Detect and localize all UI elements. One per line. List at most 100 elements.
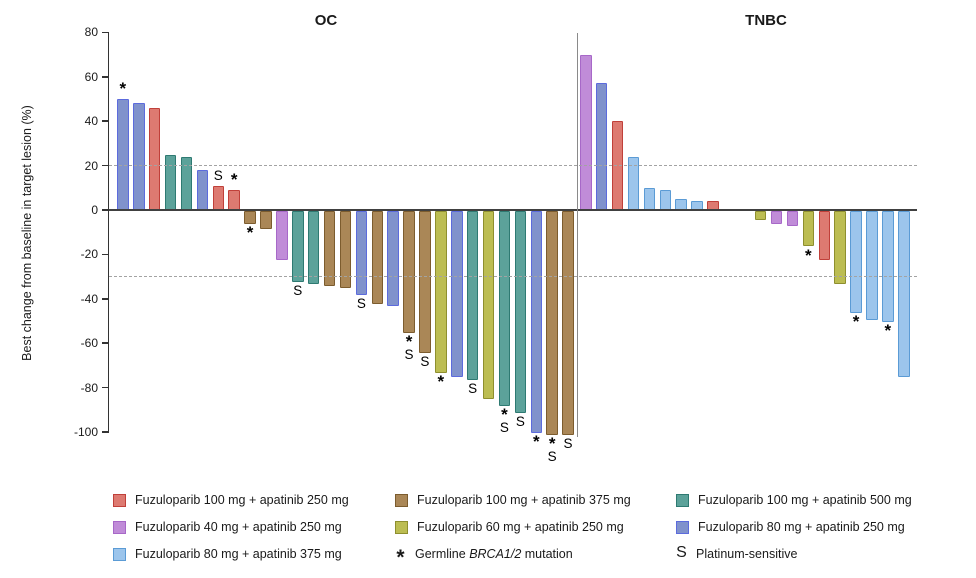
y-axis-line [107,31,109,433]
bar-oc-4 [164,154,177,210]
brca-asterisk-symbol: * [396,546,405,569]
brca-mutation-marker: * [532,432,540,451]
bar-oc-17 [371,210,383,305]
y-axis-tick [101,120,108,122]
legend-swatch-yellow [395,520,408,534]
brca-mutation-marker: * [437,372,445,392]
bar-oc-18 [387,210,399,307]
legend-swatch-purple [113,520,126,534]
platinum-sensitive-marker: S [547,448,557,464]
bar-oc-7 [212,185,224,210]
bar-tnbc-15 [802,210,815,247]
legend-swatch-blue [676,520,689,534]
bar-oc-26 [514,210,527,413]
y-axis-tick [101,298,108,300]
bar-tnbc-14 [786,210,799,227]
zero-baseline [109,209,917,211]
brca-mutation-marker: * [501,405,508,425]
legend-label: Germline BRCA1/2 mutation [415,547,573,561]
y-axis-tick-label: -20 [80,247,98,262]
y-axis-tick-label: 40 [84,114,98,129]
bar-oc-22 [451,210,463,378]
legend-label: Fuzuloparib 40 mg + apatinib 250 mg [135,520,342,534]
bar-tnbc-1 [580,54,592,210]
panel-divider [577,33,579,437]
y-axis-tick [101,76,108,78]
bar-tnbc-19 [866,210,878,320]
y-axis-tick [101,342,108,344]
bar-tnbc-16 [818,210,830,260]
bar-oc-29 [562,210,574,436]
y-axis-tick [101,431,108,433]
legend-item: S Platinum-sensitive [676,544,797,564]
bar-oc-28 [546,210,558,436]
platinum-sensitive-marker: S [404,346,414,362]
y-axis-tick [101,253,108,256]
legend-item: Fuzuloparib 60 mg + apatinib 250 mg [395,517,624,537]
y-axis-tick-label: -80 [80,380,98,395]
legend-label: Fuzuloparib 100 mg + apatinib 375 mg [417,493,631,507]
bar-tnbc-21 [898,210,910,378]
legend-swatch-red [113,493,126,507]
bar-oc-9 [244,210,256,225]
bar-oc-14 [323,210,336,287]
panel-title-oc: OC [314,12,338,29]
bar-tnbc-12 [754,210,767,220]
bar-oc-12 [292,210,304,282]
legend-label: Fuzuloparib 100 mg + apatinib 500 mg [698,493,912,507]
legend-item: Fuzuloparib 100 mg + apatinib 250 mg [113,490,349,510]
bar-oc-20 [419,210,431,353]
brca-mutation-marker: * [405,332,413,352]
brca-mutation-marker: * [548,434,556,454]
bar-oc-10 [260,210,272,229]
y-axis-tick [101,164,108,167]
bar-oc-8 [228,190,240,210]
platinum-sensitive-marker: S [293,283,303,299]
legend-item: Fuzuloparib 100 mg + apatinib 500 mg [676,490,912,510]
bar-tnbc-18 [850,210,862,313]
brca-mutation-marker: * [852,312,860,332]
platinum-sensitive-marker: S [499,419,509,435]
legend-swatch-brown [395,493,408,507]
bar-oc-24 [482,210,495,400]
legend-item: * Germline BRCA1/2 mutation [395,544,573,569]
y-axis-tick-label: 20 [84,158,98,173]
bar-oc-1 [117,99,129,210]
platinum-sensitive-marker: S [420,354,430,370]
platinum-sensitive-marker: S [356,296,366,312]
bar-oc-27 [530,210,542,433]
platinum-s-symbol: S [676,544,687,561]
bar-oc-19 [403,210,415,333]
panel-title-tnbc: TNBC [745,12,787,29]
bar-tnbc-6 [659,190,671,210]
bar-oc-16 [355,210,368,296]
legend-item: Fuzuloparib 100 mg + apatinib 375 mg [395,490,631,510]
threshold-line-plus20 [109,164,917,166]
legend-label: Fuzuloparib 60 mg + apatinib 250 mg [417,520,624,534]
brca-mutation-marker: * [119,79,127,98]
bar-oc-25 [498,210,511,407]
bar-oc-21 [435,210,447,373]
platinum-sensitive-marker: S [468,380,478,396]
y-axis-tick [101,386,108,389]
bar-tnbc-5 [643,187,656,210]
legend-label: Fuzuloparib 100 mg + apatinib 250 mg [135,493,349,507]
bar-oc-23 [466,210,479,380]
platinum-sensitive-marker: S [563,436,573,452]
y-axis-title: Best change from baseline in target lesi… [20,105,34,361]
brca-mutation-marker: * [230,170,238,190]
y-axis-tick [101,31,108,34]
y-axis-tick-label: 80 [84,25,98,40]
brca-mutation-marker: * [805,245,812,265]
legend-item: Fuzuloparib 40 mg + apatinib 250 mg [113,517,342,537]
legend: Fuzuloparib 100 mg + apatinib 250 mg Fuzu… [0,484,976,574]
bar-tnbc-20 [882,210,894,322]
threshold-line-minus30 [109,275,917,277]
legend-label: Fuzuloparib 80 mg + apatinib 375 mg [135,547,342,561]
platinum-sensitive-marker: S [515,414,525,430]
y-axis-tick-label: 0 [91,203,98,217]
y-axis-tick [101,209,108,211]
platinum-sensitive-marker: S [213,167,223,183]
bar-oc-13 [307,210,320,285]
bar-tnbc-2 [595,83,608,210]
